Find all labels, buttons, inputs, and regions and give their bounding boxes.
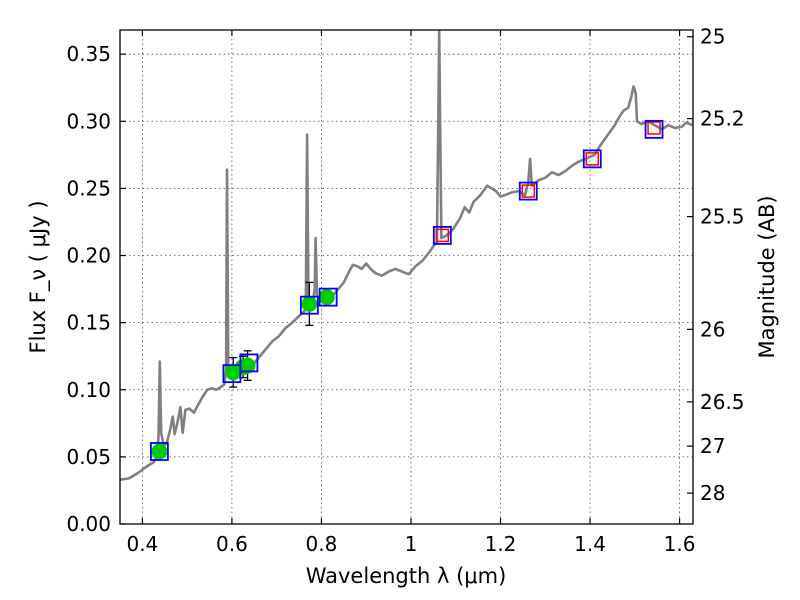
model-box (149, 442, 169, 461)
x-tick-label: 0.8 (306, 532, 338, 556)
y-tick-label: 0.30 (66, 109, 111, 133)
y-axis-label: Flux F_ν ( μJy ) (26, 200, 51, 353)
y2-tick-label: 25 (700, 25, 725, 49)
model-box (518, 181, 538, 201)
y-tick-label: 0.35 (66, 42, 111, 66)
observed-point (318, 289, 335, 306)
y-tick-label: 0.05 (66, 445, 111, 469)
spectrum-line (120, 30, 693, 481)
y2-tick-label: 27 (700, 434, 725, 458)
y-tick-label: 0.20 (66, 244, 111, 268)
tick-labels: 0.4 0.6 0.8 1 1.2 1.4 1.6 0.00 0.05 0.10 0.15 0.20 0… (66, 25, 744, 556)
y2-tick-label: 26 (700, 317, 725, 341)
grid (120, 30, 693, 525)
model-box (318, 287, 338, 307)
photometry-box-series (149, 119, 664, 461)
observed-ir-box (435, 228, 450, 243)
y2-tick-label: 26.5 (700, 390, 745, 414)
x-tick-label: 0.6 (216, 532, 248, 556)
y-tick-label: 0.00 (66, 512, 111, 536)
plot-frame (119, 29, 694, 525)
observed-ir-box (647, 121, 661, 135)
y-tick-label: 0.10 (66, 378, 111, 402)
x-tick-label: 0.4 (126, 532, 158, 556)
observed-ir-box (521, 184, 536, 198)
x-tick-label: 1.6 (664, 532, 696, 556)
spectrum-series (120, 30, 693, 481)
observed-ir-box (585, 152, 600, 166)
observed-point (239, 357, 256, 374)
y2-tick-label: 25.2 (700, 107, 745, 131)
observed-point (151, 443, 168, 460)
observed-point-series (151, 289, 335, 460)
y-tick-label: 0.25 (66, 176, 111, 200)
model-box (222, 364, 242, 384)
y2-tick-label: 25.5 (700, 205, 745, 229)
tick-marks (120, 30, 693, 525)
model-box (239, 353, 259, 373)
y2-axis-label: Magnitude (AB) (755, 195, 779, 358)
model-box (644, 119, 664, 139)
y2-tick-label: 28 (700, 481, 725, 505)
model-box (299, 295, 319, 315)
y-tick-label: 0.15 (66, 311, 111, 335)
model-box (582, 149, 602, 169)
x-tick-label: 1.2 (485, 532, 517, 556)
observed-point (301, 295, 318, 312)
x-tick-label: 1.4 (574, 532, 606, 556)
x-tick-label: 1 (405, 532, 418, 556)
model-box (432, 225, 452, 245)
x-axis-label: Wavelength λ (μm) (306, 564, 507, 588)
